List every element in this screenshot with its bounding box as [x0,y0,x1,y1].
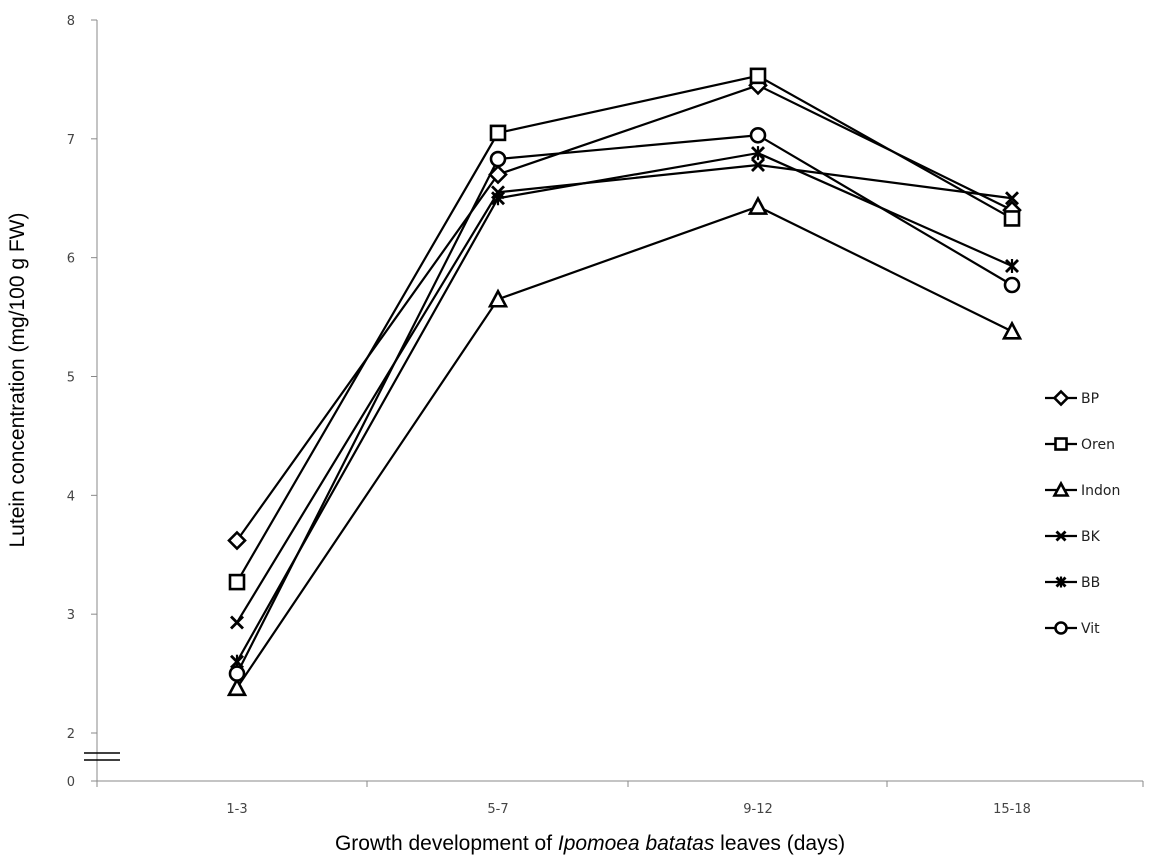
data-point-oren [749,67,767,85]
y-tick-label: 6 [67,252,75,267]
y-tick-label: 7 [67,133,75,148]
legend-label-bk: BK [1081,529,1101,545]
series-layer [226,67,1023,697]
data-point-vit [228,665,246,682]
y-tick-label: 4 [67,489,75,504]
x-axis-label: Growth development of Ipomoea batatas le… [335,832,845,855]
series-line-bb [236,151,1013,663]
x-tick-label: 1-3 [226,802,247,817]
series-vit [228,126,1021,682]
legend-marker-indon [1052,480,1070,497]
legend-item-bk: BK [1045,529,1101,545]
series-line-oren [236,74,1013,583]
legend-label-bp: BP [1081,391,1099,407]
y-axis-label: Lutein concentration (mg/100 g FW) [6,213,29,548]
legend-label-bb: BB [1081,575,1100,591]
series-bb [230,146,1019,669]
y-tick-label: 3 [67,608,75,623]
data-point-bb [491,191,505,206]
series-bk [230,157,1019,630]
legend-marker-bb [1055,576,1067,588]
series-oren [228,67,1021,591]
y-tick-label: 5 [67,371,75,386]
series-indon [226,195,1023,697]
y-tick-label: 2 [67,727,75,742]
series-line-vit [236,134,1013,675]
legend-marker-bp [1052,389,1070,407]
data-point-bk [751,157,765,172]
legend-marker-oren [1054,437,1068,451]
data-point-indon [747,195,769,215]
data-point-indon [1001,320,1023,340]
data-point-bb [1005,258,1019,273]
legend-item-vit: Vit [1045,621,1100,637]
legend: BP Oren Indon BK BB Vit [1045,389,1120,637]
legend-label-vit: Vit [1081,621,1100,637]
legend-item-indon: Indon [1045,480,1120,499]
legend-label-oren: Oren [1081,437,1115,453]
data-point-vit [749,126,767,144]
series-line-indon [236,205,1013,689]
data-point-bk [230,615,244,630]
data-point-indon [487,288,509,308]
data-point-oren [489,124,507,142]
y-tick-label: 0 [67,775,75,790]
y-tick-label: 8 [67,14,75,29]
legend-item-bb: BB [1045,575,1100,591]
axes: 0 2 3 4 5 6 7 8 1-3 5-7 9-12 15-18 [67,14,1144,817]
x-axis-label-prefix: Growth development of [335,832,558,855]
legend-marker-bk [1055,530,1067,542]
x-tick-label: 9-12 [743,802,773,817]
legend-item-oren: Oren [1045,437,1115,453]
x-tick-label: 5-7 [487,802,508,817]
series-line-bk [236,163,1013,624]
legend-item-bp: BP [1045,389,1099,407]
data-point-oren [228,573,246,591]
data-point-bp [227,530,247,551]
data-point-bk [1005,191,1019,206]
x-axis-label-suffix: leaves (days) [714,832,845,855]
legend-marker-vit [1054,621,1068,635]
x-axis-label-italic: Ipomoea batatas [558,832,715,855]
data-point-vit [489,150,507,168]
data-point-bb [751,146,765,161]
data-point-vit [1003,276,1021,294]
data-point-indon [226,677,248,697]
x-tick-label: 15-18 [993,802,1031,817]
legend-label-indon: Indon [1081,483,1120,499]
data-point-oren [1003,210,1021,227]
